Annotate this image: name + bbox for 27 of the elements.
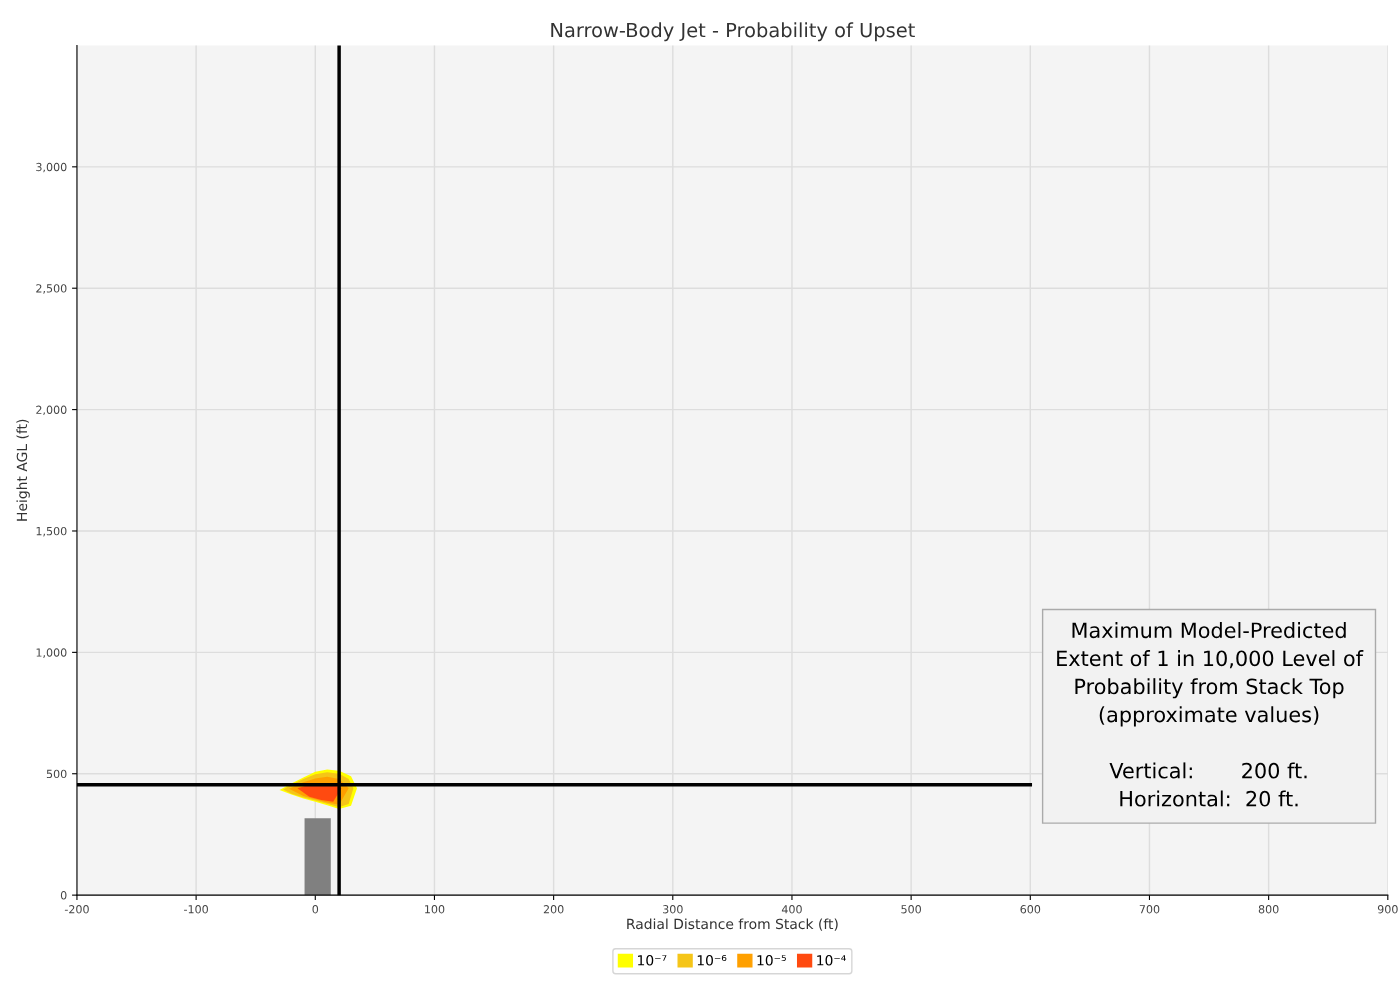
x-tick-label: 0 — [312, 905, 319, 914]
x-tick-label: 100 — [425, 905, 445, 914]
x-tick-label: 500 — [901, 905, 921, 914]
legend-label: 10⁻⁵ — [757, 955, 786, 966]
y-tick-label: 500 — [46, 769, 67, 779]
x-tick-label: 800 — [1258, 905, 1279, 914]
legend-label: 10⁻⁶ — [697, 955, 727, 966]
x-axis-title: Radial Distance from Stack (ft) — [627, 918, 838, 931]
y-tick-label: 1,500 — [36, 526, 67, 537]
y-tick-label: 2,000 — [36, 405, 67, 416]
legend-label: 10⁻⁷ — [638, 955, 667, 966]
chart-title: Narrow-Body Jet - Probability of Upset — [551, 22, 915, 42]
legend-label: 10⁻⁴ — [817, 955, 846, 966]
x-tick-label: 600 — [1020, 905, 1041, 914]
y-axis-title: Height AGL (ft) — [16, 419, 30, 521]
x-tick-label: 700 — [1139, 905, 1160, 914]
y-tick-label: 3,000 — [36, 162, 67, 173]
y-tick-label: 0 — [60, 891, 67, 900]
x-tick-label: 300 — [663, 905, 683, 914]
y-tick-label: 2,500 — [36, 284, 67, 294]
x-tick-label: -200 — [64, 905, 89, 914]
y-tick-label: 1,000 — [36, 648, 67, 658]
x-tick-label: 900 — [1377, 905, 1398, 914]
text: Maximum Model-Predicted Extent of 1 in 10,000 Level of Probability from Stack Top (approximate values) Vertical: 200 ft. Horizontal: 20 ft. — [1057, 622, 1364, 807]
x-tick-label: 200 — [543, 905, 564, 914]
x-tick-label: 400 — [781, 905, 802, 914]
x-tick-label: -100 — [184, 905, 208, 914]
